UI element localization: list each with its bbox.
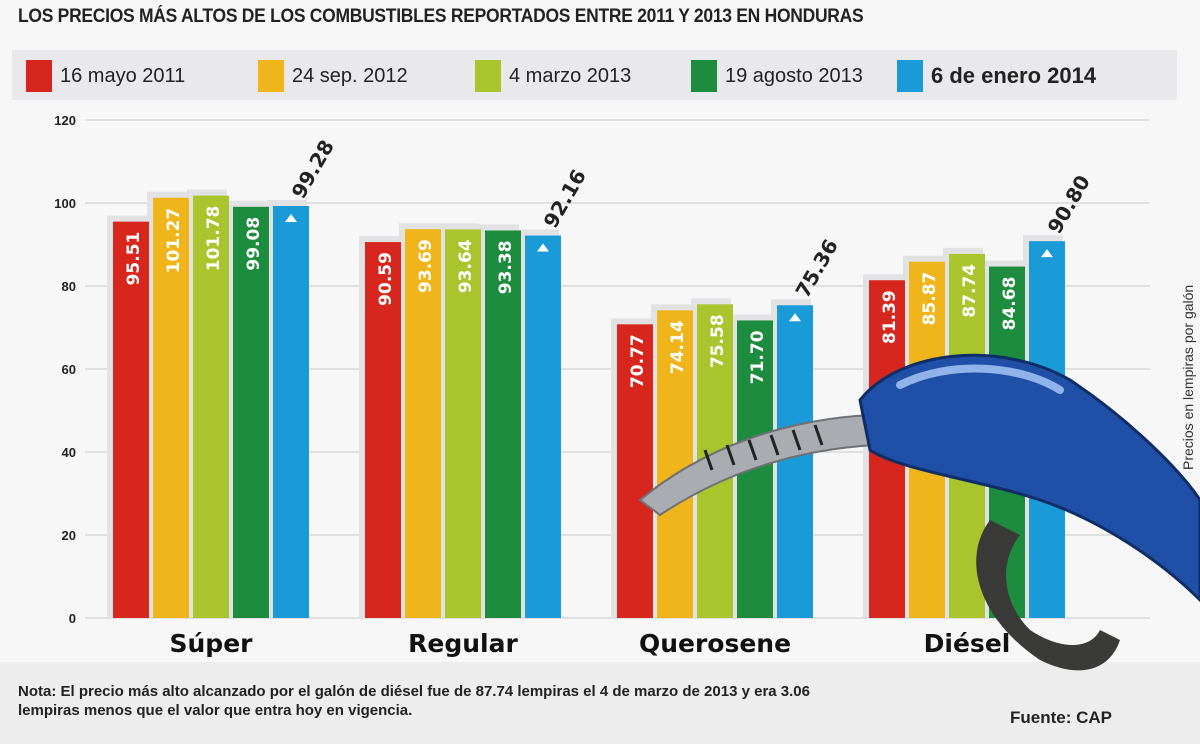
category-label: Querosene [639,629,791,658]
value-label: 101.78 [204,206,224,272]
bar [777,305,813,618]
value-label: 71.70 [748,330,768,384]
nozzle-ring [725,444,736,466]
nozzle-trigger [976,520,1120,671]
legend-swatch [258,60,284,92]
value-label: 99.28 [287,136,339,203]
category-label: Súper [170,629,254,658]
fuel-nozzle-icon [638,353,1200,671]
legend-label: 6 de enero 2014 [931,63,1097,88]
bar [273,205,309,618]
nozzle-ring [813,424,824,446]
value-label: 81.39 [880,290,900,344]
bar [153,197,189,619]
legend-label: 24 sep. 2012 [292,64,408,87]
nozzle-ring [791,429,802,451]
legend-swatch [897,60,923,92]
legend-item: 19 agosto 2013 [691,60,863,92]
legend-label: 16 mayo 2011 [60,64,186,87]
value-label: 85.87 [920,272,940,326]
value-label: 92.16 [539,165,591,232]
nozzle-handle [858,353,1200,603]
y-tick-label: 0 [69,611,76,626]
value-label: 70.77 [628,334,648,388]
note-text: Nota: El precio más alto alcanzado por e… [18,683,810,719]
bar [657,310,693,618]
chart-title: LOS PRECIOS MÁS ALTOS DE LOS COMBUSTIBLE… [18,6,864,27]
value-label: 93.69 [416,239,436,293]
legend-item: 24 sep. 2012 [258,60,408,92]
value-label: 74.14 [668,320,688,374]
legend-swatch [26,60,52,92]
category-label: Diésel [924,629,1011,658]
y-tick-label: 20 [62,528,76,543]
y-tick-label: 100 [54,196,76,211]
up-arrow-icon [285,213,297,222]
nozzle-ring [747,439,758,461]
legend-label: 4 marzo 2013 [509,64,632,87]
legend: 16 mayo 2011 24 sep. 2012 4 marzo 2013 1… [12,50,1177,100]
y-tick-label: 60 [62,362,76,377]
y-axis-label: Precios en lempiras por galón [1180,284,1196,470]
value-label: 90.80 [1043,171,1095,238]
nozzle-ring [703,449,714,471]
value-label: 95.51 [124,232,144,286]
value-label: 75.58 [708,314,728,368]
bar [193,195,229,618]
nozzle-ring [769,434,780,456]
legend-label: 19 agosto 2013 [725,64,863,87]
category-label: Regular [408,629,518,658]
bar [233,206,269,618]
value-label: 99.08 [244,217,264,271]
bar [617,324,653,618]
y-tick-label: 40 [62,445,76,460]
value-label: 90.59 [376,252,396,306]
value-label: 75.36 [791,235,843,302]
value-label: 87.74 [960,264,980,318]
up-arrow-icon [789,313,801,322]
legend-swatch [475,60,501,92]
legend-item: 4 marzo 2013 [475,60,631,92]
value-label: 84.68 [1000,277,1020,331]
legend-item: 16 mayo 2011 [26,60,185,92]
up-arrow-icon [537,243,549,252]
legend-item: 6 de enero 2014 [897,60,1096,92]
value-label: 93.64 [456,239,476,293]
up-arrow-icon [1041,249,1053,258]
source-text: Fuente: CAP [1010,708,1112,727]
y-tick-label: 120 [54,113,76,128]
value-label: 101.27 [164,208,184,274]
bar [525,235,561,618]
y-tick-label: 80 [62,279,76,294]
bar [445,229,481,619]
nozzle-highlight [896,364,1064,394]
bar [113,221,149,619]
value-label: 93.38 [496,240,516,294]
bar [365,242,401,618]
bar [405,229,441,618]
bar [485,230,521,618]
legend-swatch [691,60,717,92]
footer-band [0,662,1200,744]
